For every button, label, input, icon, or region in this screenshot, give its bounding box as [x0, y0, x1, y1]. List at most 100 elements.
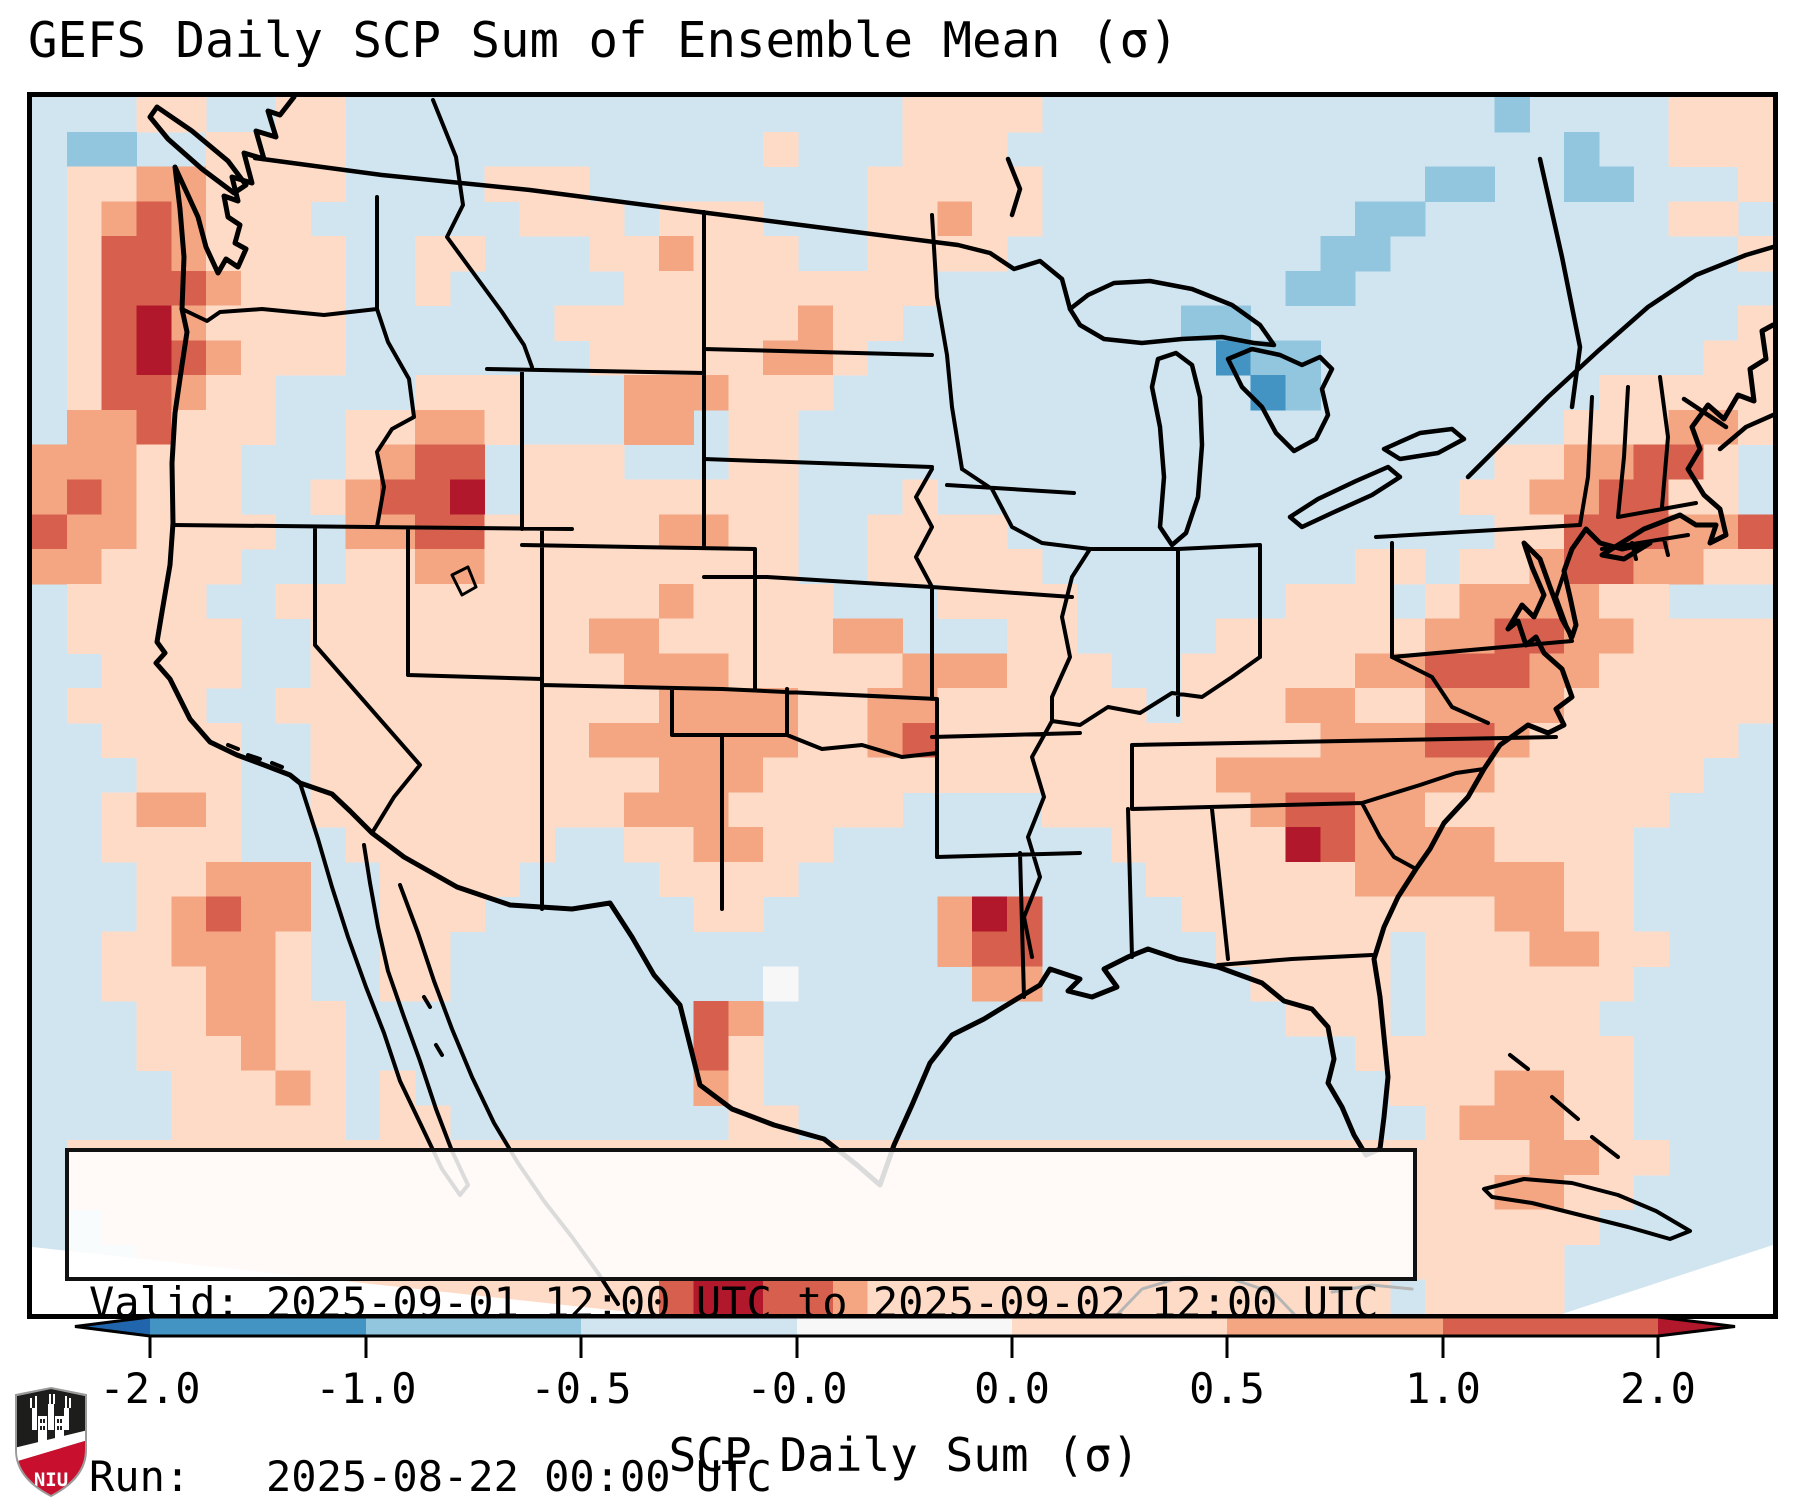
heatmap-cell [1564, 166, 1600, 202]
heatmap-cell [1424, 966, 1461, 1002]
heatmap-cell [66, 688, 103, 724]
heatmap-cell [1598, 688, 1635, 724]
heatmap-cell [1668, 201, 1704, 237]
heatmap-cell [66, 375, 103, 411]
heatmap-cell [275, 966, 312, 1002]
heatmap-cell [240, 236, 277, 272]
heatmap-cell [798, 618, 834, 654]
heatmap-cell [240, 270, 277, 307]
heatmap-cell [1598, 966, 1635, 1002]
heatmap-cell [728, 896, 764, 933]
heatmap-cell [1668, 722, 1704, 759]
heatmap-cell [519, 583, 555, 620]
x-axis-label: SCP Daily Sum (σ) [668, 1428, 1140, 1482]
heatmap-cell [484, 549, 520, 585]
heatmap-cell [902, 757, 938, 793]
heatmap-cell [763, 1279, 799, 1314]
heatmap-cell [1424, 1209, 1461, 1245]
heatmap-cell [1494, 1209, 1530, 1245]
heatmap-cell [345, 583, 381, 620]
heatmap-cell [798, 270, 834, 307]
heatmap-cell [519, 444, 555, 480]
heatmap-cell [484, 757, 520, 793]
heatmap-cell [589, 305, 625, 341]
heatmap-cell [1564, 722, 1600, 759]
heatmap-cell [101, 270, 137, 307]
heatmap-cell [32, 479, 68, 515]
heatmap-cell [1041, 1279, 1078, 1314]
heatmap-cell [1564, 827, 1600, 863]
heatmap-cell [554, 792, 590, 828]
map-canvas [32, 97, 1773, 1314]
heatmap-cell [1459, 1279, 1495, 1314]
heatmap-cell [554, 479, 590, 515]
heatmap-cell [728, 375, 764, 411]
heatmap-cell [101, 479, 137, 515]
heatmap-cell [484, 792, 520, 828]
heatmap-cell [1459, 166, 1495, 202]
heatmap-cell [1668, 688, 1704, 724]
heatmap-cell [1076, 653, 1112, 689]
heatmap-cell [449, 479, 486, 515]
heatmap-cell [1250, 757, 1287, 793]
heatmap-cell [1494, 827, 1530, 863]
heatmap-cell [310, 97, 346, 133]
heatmap-cell [1146, 757, 1182, 793]
heatmap-cell [1459, 583, 1495, 620]
heatmap-cell [554, 549, 590, 585]
heatmap-cell [832, 653, 869, 689]
heatmap-cell [937, 97, 973, 133]
heatmap-cell [1703, 549, 1739, 585]
heatmap-cell [1215, 757, 1252, 793]
heatmap-cell [972, 97, 1008, 133]
heatmap-cell [1320, 931, 1356, 967]
heatmap-cell [1006, 97, 1043, 133]
heatmap-cell [1355, 549, 1391, 585]
cuba-bahamas [1482, 1053, 1692, 1241]
heatmap-cell [310, 340, 346, 376]
heatmap-cell [380, 479, 416, 515]
heatmap-cell [623, 792, 660, 828]
heatmap-cell [1529, 1140, 1565, 1176]
heatmap-cell [832, 1279, 869, 1314]
heatmap-cell [867, 757, 903, 793]
heatmap-cell [658, 1279, 695, 1314]
heatmap-cell [136, 409, 172, 446]
heatmap-cell [101, 444, 137, 480]
heatmap-cell [1459, 479, 1495, 515]
heatmap-cell [1494, 1279, 1530, 1314]
heatmap-cell [1494, 1140, 1530, 1176]
heatmap-cell [1564, 1070, 1600, 1106]
heatmap-cell [763, 792, 799, 828]
heatmap-cell [554, 583, 590, 620]
heatmap-cell [1738, 653, 1773, 689]
heatmap-cell [728, 583, 764, 620]
heatmap-cell [902, 97, 938, 133]
heatmap-cell [171, 270, 207, 307]
heatmap-cell [1668, 131, 1704, 168]
canada-border [252, 155, 1773, 480]
heatmap-cell [1459, 653, 1495, 689]
heatmap-cell [1111, 757, 1147, 793]
heatmap-cell [1389, 688, 1426, 724]
heatmap-cell [972, 688, 1008, 724]
vancouver-island [147, 104, 249, 196]
colorbar-segment [581, 1317, 797, 1336]
heatmap-cell [589, 757, 625, 793]
heatmap-cell [136, 966, 172, 1002]
heatmap-cell [1529, 931, 1565, 967]
heatmap-cell [832, 305, 869, 341]
heatmap-cell [763, 479, 799, 515]
heatmap-cell [902, 270, 938, 307]
heatmap-cell [1668, 97, 1704, 133]
heatmap-cell [798, 827, 834, 863]
heatmap-cell [171, 1035, 207, 1072]
heatmap-cell [728, 1279, 764, 1314]
heatmap-cell [171, 722, 207, 759]
heatmap-cell [1146, 861, 1182, 898]
heatmap-cell [519, 688, 555, 724]
heatmap-cell [275, 1070, 312, 1106]
heatmap-cell [484, 653, 520, 689]
heatmap-cell [1633, 1140, 1670, 1176]
heatmap-cell [1041, 792, 1078, 828]
